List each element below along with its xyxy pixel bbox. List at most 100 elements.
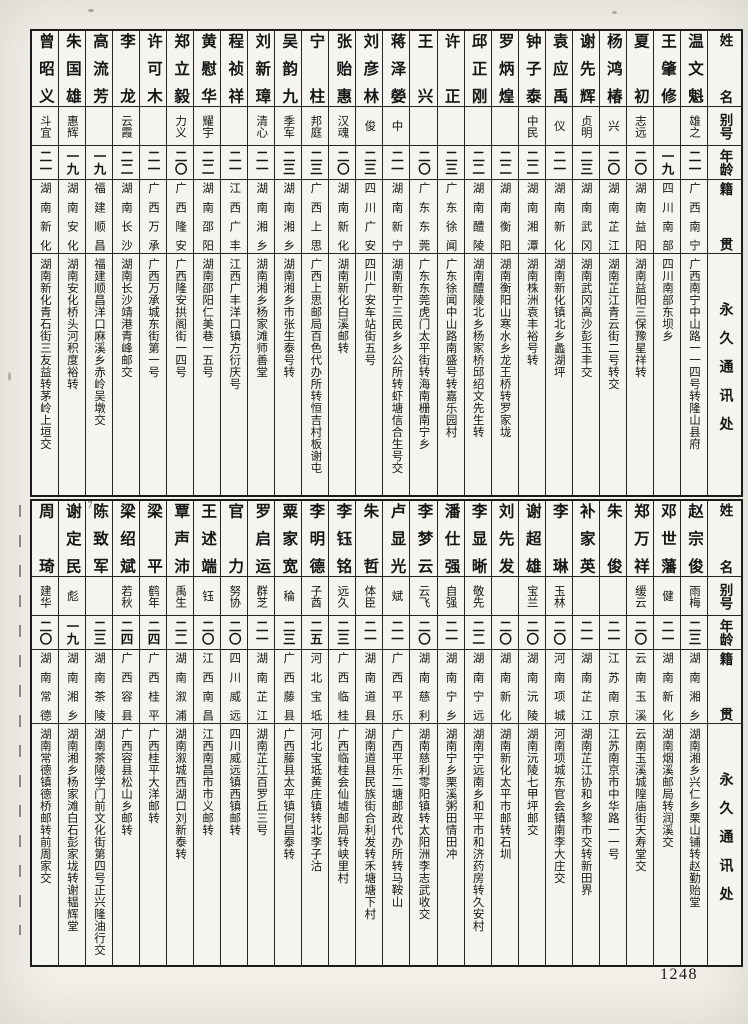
entry-name-cell: 赵宗俊 xyxy=(680,501,707,577)
entry-alias: 彪 xyxy=(65,590,78,602)
entry-address: 四川威远镇西镇邮转 xyxy=(228,728,241,836)
header-name-cell: 姓名 xyxy=(708,501,741,577)
entry-origin: 四川威远 xyxy=(228,652,241,721)
entry-origin-cell: 广西南宁 xyxy=(680,180,707,254)
entry-age-cell: 二一 xyxy=(545,146,572,180)
entry-origin: 湖南新化 xyxy=(660,652,673,721)
entry-alias-cell xyxy=(599,577,626,616)
entry-age-cell: 二一 xyxy=(248,146,275,180)
entry-name: 朱国雄 xyxy=(63,33,81,104)
entry-address-cell: 湖南宁远南乡和平市和济药房转久安村 xyxy=(465,724,491,965)
entry-origin: 湖南宁远 xyxy=(471,652,484,721)
entry-address-cell: 广东东莞虎门太平街转海南栅南宁乡 xyxy=(410,254,436,495)
entry-origin-cell: 广东徐闻 xyxy=(437,180,464,254)
entry-name-cell: 朱哲 xyxy=(356,501,383,577)
entry-name: 夏初 xyxy=(631,33,649,104)
entry-address: 湖南烟溪邮局转润溪交 xyxy=(660,728,673,848)
registry-entry-column: 梁平 鹤年 二四 广西桂平 广西桂平大洋邮转 xyxy=(139,501,167,965)
entry-origin: 湖南慈利 xyxy=(417,652,430,721)
entry-name: 谢先辉 xyxy=(577,33,595,104)
directory-table-top: 姓名 别号 年龄 籍贯 永久通讯处 温文魁 雄之 二一 广西南 xyxy=(30,29,743,497)
entry-name-cell: 邓世藩 xyxy=(653,501,680,577)
entry-name: 潘仕强 xyxy=(442,503,460,574)
registry-entry-column: 朱国雄 惠辉 一九 湖南安化 湖南安化桥头河积度裕转 xyxy=(57,31,85,495)
registry-entry-column: 陈致军 7 二三 湖南茶陵 湖南茶陵学门前文化街第四号正兴隆油行交 xyxy=(84,501,112,965)
entry-age: 二三 xyxy=(578,150,593,175)
entry-alias: 禹生 xyxy=(174,584,187,608)
entry-address-cell: 云南玉溪城隍庙街天寿堂交 xyxy=(627,724,653,965)
entry-age-cell: 二三 xyxy=(680,616,707,650)
entry-origin: 湖南常德 xyxy=(38,652,51,721)
entry-age: 二一 xyxy=(659,620,674,645)
entry-origin: 广东东莞 xyxy=(417,182,430,251)
entry-origin: 广西上思 xyxy=(309,182,322,251)
entry-origin: 广西隆安 xyxy=(174,182,187,251)
entry-age: 二一 xyxy=(361,620,376,645)
entry-age-cell: 二三 xyxy=(356,146,383,180)
entry-alias: 俊 xyxy=(363,120,376,132)
entry-name: 朱俊 xyxy=(604,503,622,574)
entry-name-cell: 夏初 xyxy=(626,31,653,107)
entry-age: 二三 xyxy=(307,150,322,175)
entry-name-cell: 卢显光 xyxy=(383,501,410,577)
registry-entry-column: 刘新璋 清心 二一 湖南湘乡 湖南湘乡杨家滩师善堂 xyxy=(247,31,275,495)
entry-address: 湖南新化白溪邮转 xyxy=(336,258,349,354)
entry-address: 湖南湘乡兴仁乡栗山铺转赵勤贻堂 xyxy=(687,728,700,908)
entry-alias: 云霞 xyxy=(120,114,132,138)
entry-address-cell: 湖南安化桥头河积度裕转 xyxy=(59,254,85,495)
entry-origin: 湖南新化 xyxy=(38,182,51,251)
header-alias-label: 别号 xyxy=(717,582,733,610)
entry-name-cell: 粟家宽 xyxy=(275,501,302,577)
entry-age-cell: 二三 xyxy=(572,146,599,180)
entry-alias: 宝兰 xyxy=(525,584,538,608)
entry-alias: 力义 xyxy=(174,114,187,138)
entry-alias: 清心 xyxy=(255,114,268,138)
row-header-column: 姓名 别号 年龄 籍贯 永久通讯处 xyxy=(707,501,741,965)
entry-address: 广东徐闻中山路南盛号转嘉乐园村 xyxy=(444,258,457,438)
entry-age-cell: 二〇 xyxy=(221,616,248,650)
entry-alias-cell: 邦庭 xyxy=(302,107,329,146)
entry-name-cell: 邱正刚 xyxy=(464,31,491,107)
entry-address-cell: 湖南武冈高沙彭玉丰交 xyxy=(573,254,599,495)
entry-origin-cell: 湖南溆浦 xyxy=(167,650,194,724)
entry-alias-cell xyxy=(221,107,248,146)
page-number: 1248 xyxy=(660,966,698,983)
entry-address-cell: 河北宝坻黄庄镇转北李子沽 xyxy=(302,724,328,965)
entry-age: 二二 xyxy=(199,150,214,175)
entry-name-cell: 王述端 xyxy=(194,501,221,577)
entry-alias-cell: 斗宜 xyxy=(31,107,58,146)
entry-age: 二〇 xyxy=(226,620,241,645)
entry-name-cell: 刘先发 xyxy=(491,501,518,577)
entry-address-cell: 湖南湘乡杨家滩白石彭家垅转谢韫辉堂 xyxy=(59,724,85,965)
entry-origin-cell: 湖南新化 xyxy=(545,180,572,254)
entry-name-cell: 梁平 xyxy=(140,501,167,577)
entry-age: 一九 xyxy=(91,150,106,175)
entry-age: 二二 xyxy=(497,150,512,175)
entry-address-cell: 湖南道县民族街合利发转禾塘塘下村 xyxy=(356,724,382,965)
entry-name: 邱正刚 xyxy=(469,33,487,104)
entry-name: 杨鸿椿 xyxy=(604,33,622,104)
entry-age: 二〇 xyxy=(497,620,512,645)
entry-alias-cell: 中 xyxy=(383,107,410,146)
entry-address: 四川南部东坝乡 xyxy=(660,258,673,342)
entry-address: 湖南道县民族街合利发转禾塘塘下村 xyxy=(363,728,376,920)
header-age-label: 年龄 xyxy=(717,149,733,176)
entry-origin-cell: 湖南衡阳 xyxy=(491,180,518,254)
header-address-cell: 永久通讯处 xyxy=(708,254,741,495)
registry-entry-column: 谢先辉 贞明 二三 湖南武冈 湖南武冈高沙彭玉丰交 xyxy=(571,31,599,495)
entry-age-cell: 二一 xyxy=(572,616,599,650)
entry-origin-cell: 湖南常德 xyxy=(31,650,58,724)
entry-age: 二三 xyxy=(686,620,701,645)
entry-alias-cell xyxy=(437,107,464,146)
entry-name-cell: 罗炳煌 xyxy=(491,31,518,107)
entry-age-cell: 一九 xyxy=(653,146,680,180)
entry-name: 李钰铭 xyxy=(334,503,352,574)
header-age-cell: 年龄 xyxy=(708,146,741,180)
entry-address: 湖南宁乡栗溪粥田情田冲 xyxy=(444,728,457,860)
entry-address-cell: 福建顺昌洋口麻溪乡赤岭吴墩交 xyxy=(86,254,112,495)
entry-address-cell: 湖南慈利零阳镇转太阳洲李志武收交 xyxy=(410,724,436,965)
entry-address: 湖南茶陵学门前文化街第四号正兴隆油行交 xyxy=(92,728,105,956)
entry-origin-cell: 湖南湘乡 xyxy=(680,650,707,724)
entry-name-cell: 李梦云 xyxy=(410,501,437,577)
entry-name-cell: 吴韵九 xyxy=(275,31,302,107)
